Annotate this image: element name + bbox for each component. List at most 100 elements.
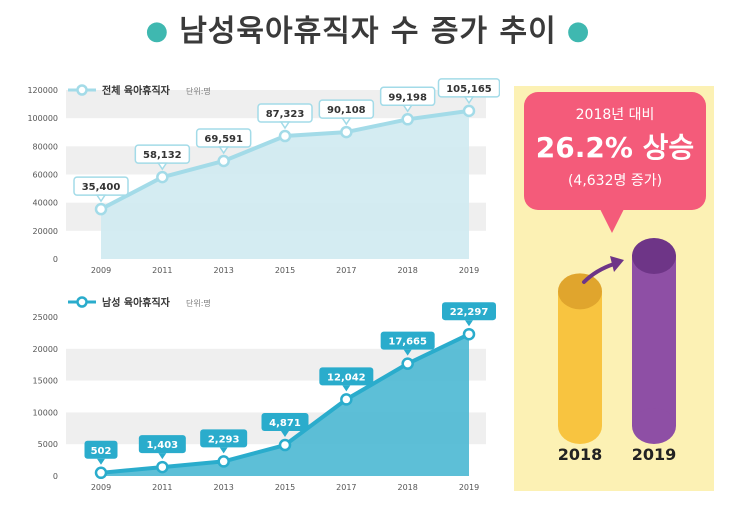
total-data-label: 99,198 (388, 92, 427, 103)
male-label-box (138, 435, 186, 454)
male-label-pointer (97, 458, 105, 465)
increase-arrow-head (610, 256, 624, 272)
male-xtick-label: 2011 (152, 483, 172, 492)
male-data-label: 4,871 (269, 418, 301, 429)
total-data-point (340, 125, 353, 139)
male-label-box (380, 331, 435, 350)
male-ytick-label: 5000 (38, 440, 58, 449)
male-data-label: 1,403 (147, 440, 179, 451)
total-label-pointer (156, 162, 168, 171)
cylinder-year-label: 2019 (632, 445, 677, 464)
male-label-pointer (342, 385, 351, 392)
male-data-label: 22,297 (450, 307, 489, 318)
male-ytick-label: 10000 (33, 408, 58, 417)
total-label-pointer (463, 96, 475, 105)
total-ytick-label: 0 (53, 255, 58, 264)
male-data-point (401, 357, 414, 370)
male-label-box (442, 302, 496, 321)
male-xtick-label: 2015 (275, 483, 295, 492)
male-label-pointer (158, 453, 167, 460)
cylinder-top-2018 (558, 273, 602, 310)
male-data-point (94, 466, 108, 480)
callout-line2: 26.2% 상승 (535, 131, 695, 164)
total-legend-marker (76, 84, 88, 96)
total-data-point (401, 113, 414, 126)
total-data-label: 90,108 (327, 105, 366, 116)
male-ytick-label: 15000 (33, 377, 58, 386)
total-ytick-label: 80000 (33, 142, 58, 151)
total-xtick-label: 2017 (336, 266, 356, 275)
total-legend-label: 전체 육아휴직자 (102, 84, 171, 97)
total-ytick-label: 20000 (33, 227, 58, 236)
male-xtick-label: 2009 (91, 483, 111, 492)
male-label-box (84, 440, 118, 459)
male-label-box (200, 429, 248, 448)
male-label-pointer (281, 431, 289, 438)
title-dot-left: ● (145, 16, 170, 46)
total-data-label: 69,591 (204, 134, 243, 145)
total-xtick-label: 2015 (275, 266, 295, 275)
cylinder-base-2019 (632, 408, 676, 444)
total-xtick-label: 2013 (213, 266, 233, 275)
title-text: 남성육아휴직자 수 증가 추이 (179, 14, 557, 49)
total-data-point (462, 104, 476, 118)
page-title: ● 남성육아휴직자 수 증가 추이 ● (0, 6, 736, 50)
male-label-pointer (219, 447, 228, 454)
comparison-cylinders: 2018 2019 (558, 238, 677, 464)
male-ytick-label: 20000 (33, 345, 58, 354)
male-ytick-label: 0 (53, 472, 58, 481)
male-data-label: 17,665 (388, 337, 427, 348)
cylinder-year-label: 2018 (558, 445, 603, 464)
male-label-box (319, 367, 374, 386)
male-xtick-label: 2013 (213, 483, 233, 492)
callout-tail (598, 205, 626, 233)
male-data-point (278, 438, 292, 452)
cylinder-body-2019 (632, 256, 676, 426)
total-data-label: 58,132 (143, 150, 182, 161)
male-data-point (340, 393, 353, 406)
cylinder-top-2019 (632, 238, 676, 274)
total-xtick-label: 2019 (459, 266, 479, 275)
total-data-point (94, 202, 108, 216)
male-data-point (156, 460, 169, 474)
male-label-pointer (403, 349, 412, 356)
male-data-point (217, 455, 230, 468)
total-data-point (156, 170, 169, 184)
male-xtick-label: 2019 (459, 483, 479, 492)
male-label-pointer (465, 320, 473, 327)
total-data-label: 35,400 (82, 182, 121, 193)
total-legend-unit: 단위:명 (186, 86, 211, 96)
total-xtick-label: 2011 (152, 266, 172, 275)
total-data-label: 105,165 (446, 84, 492, 95)
male-legend-label: 남성 육아휴직자 (102, 296, 171, 309)
total-label-pointer (218, 146, 230, 155)
male-legend-unit: 단위:명 (186, 298, 211, 308)
increase-arrow (582, 262, 616, 284)
male-legend-marker (76, 296, 88, 308)
title-dot-right: ● (566, 16, 591, 46)
chart-male-leave: 0 5000 10000 15000 20000 25000 2009 2011 2013 201… (33, 296, 496, 492)
total-label-pointer (279, 121, 291, 130)
male-label-box (261, 413, 309, 432)
total-xtick-label: 2018 (397, 266, 417, 275)
total-data-point (278, 129, 292, 143)
male-ytick-label: 25000 (33, 313, 58, 322)
male-data-label: 12,042 (327, 372, 366, 383)
total-ytick-label: 60000 (33, 171, 58, 180)
total-label-pointer (95, 194, 107, 203)
male-data-label: 502 (91, 446, 112, 457)
total-label-pointer (402, 104, 414, 113)
total-ytick-label: 100000 (27, 114, 58, 123)
male-data-label: 2,293 (208, 434, 240, 445)
increase-callout: 2018년 대비 26.2% 상승 (4,632명 증가) (524, 92, 706, 210)
total-data-point (217, 154, 230, 168)
cylinder-body-2018 (558, 291, 602, 426)
male-xtick-label: 2018 (397, 483, 417, 492)
cylinder-base-2018 (558, 408, 602, 444)
total-label-pointer (340, 117, 352, 126)
total-ytick-label: 120000 (27, 86, 58, 95)
male-area-fill (101, 334, 469, 476)
male-xtick-label: 2017 (336, 483, 356, 492)
male-data-point (462, 327, 476, 341)
callout-line3: (4,632명 증가) (567, 173, 663, 189)
